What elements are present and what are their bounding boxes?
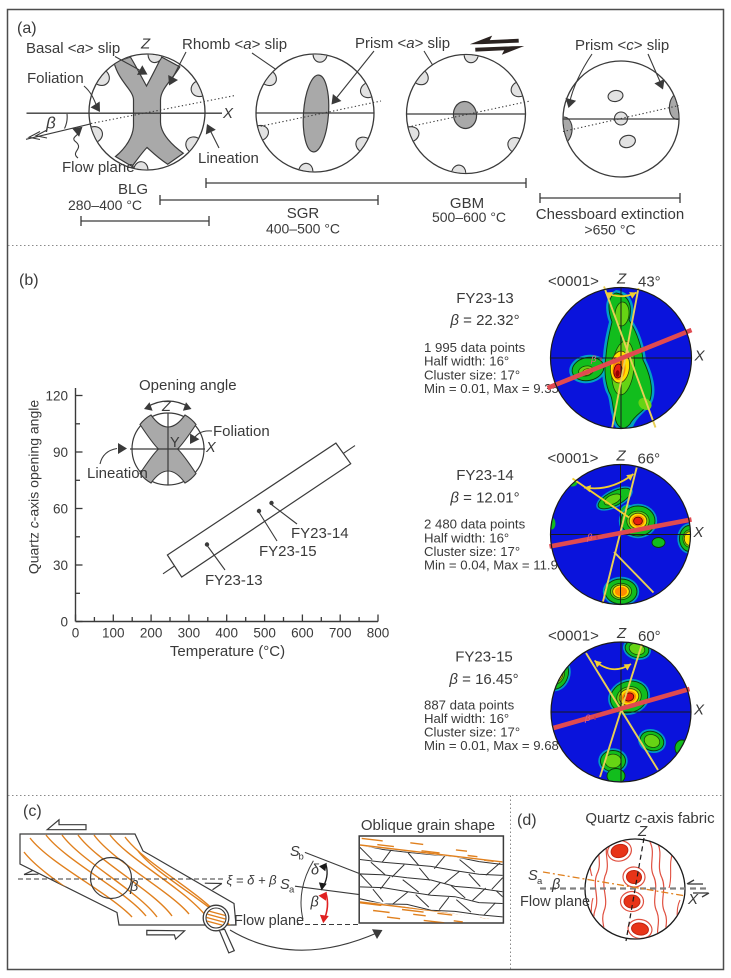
svg-text:δ: δ	[311, 863, 320, 879]
svg-text:a: a	[289, 885, 295, 896]
svg-text:60: 60	[53, 501, 68, 516]
svg-text:S: S	[290, 844, 300, 860]
svg-text:Z: Z	[637, 823, 648, 840]
svg-text:S: S	[280, 877, 290, 893]
svg-text:Foliation: Foliation	[213, 423, 270, 440]
svg-text:30: 30	[53, 558, 68, 573]
svg-text:X: X	[222, 105, 234, 122]
svg-text:(b): (b)	[19, 272, 39, 289]
svg-text:FY23-14: FY23-14	[456, 467, 514, 484]
svg-text:43°: 43°	[638, 274, 661, 291]
svg-text:Cluster size: 17°: Cluster size: 17°	[424, 725, 520, 740]
svg-text:1 995 data points: 1 995 data points	[424, 340, 526, 355]
svg-text:GBM: GBM	[450, 195, 484, 212]
svg-text:BLG: BLG	[118, 181, 148, 198]
svg-text:Temperature (°C): Temperature (°C)	[170, 643, 285, 660]
svg-text:β: β	[45, 114, 56, 133]
svg-text:β: β	[590, 354, 597, 365]
svg-text:Basal <a> slip: Basal <a> slip	[26, 40, 120, 57]
svg-text:Z: Z	[616, 625, 627, 642]
svg-text:Min = 0.01, Max = 9.35: Min = 0.01, Max = 9.35	[424, 381, 559, 396]
svg-text:Prism <c> slip: Prism <c> slip	[575, 37, 669, 54]
svg-text:β = 12.01°: β = 12.01°	[449, 490, 519, 507]
svg-text:Foliation: Foliation	[27, 70, 84, 87]
svg-text:280–400 °C: 280–400 °C	[68, 197, 142, 213]
svg-text:>650 °C: >650 °C	[584, 222, 635, 238]
svg-text:X: X	[694, 348, 706, 365]
svg-text:500: 500	[253, 626, 276, 641]
svg-text:Half width: 16°: Half width: 16°	[424, 711, 509, 726]
svg-text:Oblique grain shape: Oblique grain shape	[361, 817, 495, 834]
svg-text:SGR: SGR	[287, 205, 320, 222]
svg-text:(c): (c)	[23, 803, 42, 820]
svg-text:Z: Z	[140, 36, 151, 53]
svg-text:β: β	[586, 532, 593, 543]
svg-text:0: 0	[60, 614, 68, 629]
svg-text:β = 22.32°: β = 22.32°	[449, 312, 519, 329]
svg-text:X: X	[205, 440, 217, 456]
svg-text:Quartz c-axis fabric: Quartz c-axis fabric	[585, 810, 715, 827]
svg-text:0: 0	[72, 626, 80, 641]
svg-text:<0001>: <0001>	[548, 273, 599, 290]
svg-text:FY23-15: FY23-15	[455, 649, 513, 666]
svg-text:Lineation: Lineation	[198, 150, 259, 167]
svg-text:Quartz c-axis opening angle: Quartz c-axis opening angle	[26, 400, 42, 575]
svg-text:a: a	[537, 876, 543, 887]
svg-text:Half width: 16°: Half width: 16°	[424, 530, 509, 545]
svg-text:Y: Y	[170, 435, 180, 451]
svg-text:FY23-14: FY23-14	[291, 525, 349, 542]
svg-text:2 480 data points: 2 480 data points	[424, 517, 526, 532]
svg-text:S: S	[528, 868, 538, 884]
svg-text:Chessboard extinction: Chessboard extinction	[536, 206, 684, 223]
svg-text:FY23-13: FY23-13	[205, 572, 263, 589]
svg-text:Z: Z	[161, 399, 172, 415]
svg-text:120: 120	[45, 388, 68, 403]
svg-text:887 data points: 887 data points	[424, 697, 515, 712]
svg-text:β: β	[551, 877, 560, 893]
svg-text:Rhomb <a> slip: Rhomb <a> slip	[182, 36, 287, 53]
svg-text:Min = 0.04, Max = 11.95: Min = 0.04, Max = 11.95	[424, 558, 565, 573]
svg-text:400–500 °C: 400–500 °C	[266, 221, 340, 237]
svg-text:60°: 60°	[638, 628, 661, 645]
svg-text:Flow plane: Flow plane	[520, 894, 590, 910]
svg-text:Cluster size: 17°: Cluster size: 17°	[424, 544, 520, 559]
svg-text:Half width: 16°: Half width: 16°	[424, 354, 509, 369]
svg-text:Min = 0.01, Max = 9.68: Min = 0.01, Max = 9.68	[424, 738, 559, 753]
svg-text:Opening angle: Opening angle	[139, 377, 237, 394]
svg-text:66°: 66°	[638, 451, 661, 468]
svg-text:<0001>: <0001>	[548, 628, 599, 645]
svg-text:500–600 °C: 500–600 °C	[432, 209, 506, 225]
svg-text:FY23-13: FY23-13	[456, 290, 514, 307]
svg-text:X: X	[693, 524, 705, 541]
svg-text:Lineation: Lineation	[87, 465, 148, 482]
svg-text:200: 200	[140, 626, 163, 641]
svg-text:<0001>: <0001>	[548, 450, 599, 467]
svg-text:90: 90	[53, 445, 68, 460]
svg-text:700: 700	[329, 626, 352, 641]
svg-text:400: 400	[215, 626, 238, 641]
svg-text:Z: Z	[616, 448, 627, 465]
svg-text:100: 100	[102, 626, 125, 641]
svg-text:(a): (a)	[17, 20, 37, 37]
svg-text:800: 800	[367, 626, 390, 641]
svg-text:X: X	[687, 891, 699, 908]
svg-text:Z: Z	[616, 271, 627, 288]
svg-text:Cluster size: 17°: Cluster size: 17°	[424, 367, 520, 382]
svg-text:ξ = δ + β: ξ = δ + β	[227, 873, 278, 888]
svg-text:β: β	[584, 713, 591, 724]
svg-text:β = 16.45°: β = 16.45°	[448, 671, 518, 688]
svg-text:Prism <a> slip: Prism <a> slip	[355, 35, 450, 52]
svg-text:FY23-15: FY23-15	[259, 543, 317, 560]
svg-text:Flow plane: Flow plane	[234, 913, 304, 929]
svg-text:Flow plane: Flow plane	[62, 159, 135, 176]
svg-text:600: 600	[291, 626, 314, 641]
svg-text:(d): (d)	[517, 812, 537, 829]
svg-text:X: X	[693, 702, 705, 719]
svg-text:β: β	[129, 879, 138, 895]
svg-text:b: b	[299, 852, 304, 863]
svg-text:β: β	[310, 895, 319, 911]
svg-text:300: 300	[178, 626, 201, 641]
